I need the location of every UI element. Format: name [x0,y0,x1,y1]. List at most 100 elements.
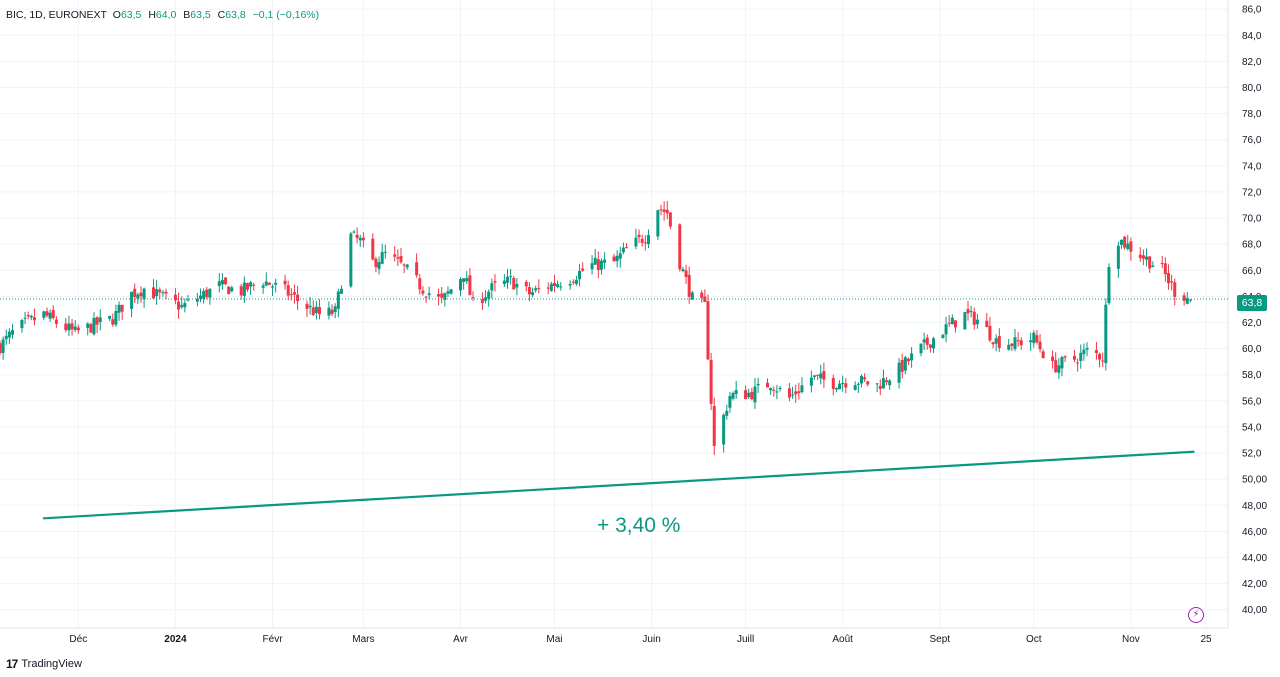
price-tick-label: 82,0 [1242,57,1262,68]
candle-body [355,234,359,238]
candle-body [700,292,704,298]
candle-body [459,279,462,291]
candle-body [418,278,422,290]
candle-body [393,254,397,257]
candle-body [574,279,578,284]
candle-body [161,292,165,294]
candle-body [465,278,469,282]
candle-body [712,406,716,446]
candle-body [910,353,914,361]
candle-body [173,294,177,301]
candle-body [424,296,428,298]
candle-body [552,282,556,287]
candle-body [646,235,650,245]
candle-body [659,209,663,211]
candle-body [1129,241,1133,252]
time-tick-label: Nov [1122,634,1140,645]
candle-body [863,377,867,380]
candle-body [358,237,362,241]
candle-body [114,310,118,325]
candle-body [86,323,90,328]
candle-body [753,386,757,403]
candle-body [634,237,638,247]
candle-body [462,278,466,282]
candle-body [985,320,989,328]
candle-body [1051,356,1055,361]
candle-body [292,292,296,295]
candle-body [888,380,892,386]
candle-body [988,325,992,341]
lightning-icon[interactable]: ⚡ [1188,607,1204,623]
trend-line [42,450,1195,520]
candle-body [224,277,228,285]
candle-body [421,290,425,294]
candle-body [180,304,184,308]
tradingview-brand[interactable]: 17 TradingView [6,657,82,671]
candle-body [1119,239,1123,245]
candle-body [1107,266,1111,304]
price-tick-label: 54,0 [1242,422,1262,433]
candle-body [95,317,99,325]
candle-body [305,303,309,309]
candle-body [1126,243,1130,249]
candle-body [493,281,497,283]
candle-body [656,210,660,237]
candle-body [152,287,155,299]
candle-body [1098,353,1102,360]
candle-body [202,291,206,299]
candle-body [130,291,134,309]
candle-body [515,283,519,288]
candle-body [1116,245,1120,269]
price-tick-label: 40,00 [1242,605,1267,616]
candle-body [853,385,857,390]
candle-body [89,324,93,333]
candle-body [239,286,243,296]
candle-body [509,276,513,278]
price-tick-label: 48,00 [1242,501,1267,512]
candle-body [502,280,506,285]
candle-body [405,264,409,268]
candle-body [800,385,804,393]
candle-body [747,392,751,397]
candle-body [111,319,115,325]
candle-body [136,294,140,299]
candle-body [471,297,475,299]
candle-body [45,311,49,316]
candle-body [838,383,842,390]
candle-body [195,298,199,302]
candle-body [443,293,447,300]
candle-body [794,391,798,395]
price-tick-label: 68,0 [1242,240,1262,251]
candle-body [885,380,889,383]
candle-body [1188,299,1192,301]
candle-body [1104,304,1108,364]
candle-body [1054,360,1058,372]
candle-body [615,255,619,262]
candle-body [1082,349,1086,354]
last-price-label: 63,8 [1237,295,1267,311]
candle-body [856,383,860,385]
candle-body [769,387,773,391]
candle-body [271,286,275,288]
price-tick-label: 62,0 [1242,318,1262,329]
candle-body [208,288,212,298]
legend-close-label: C [217,9,226,21]
candle-body [875,383,879,385]
candle-body [944,324,948,335]
candle-body [1,339,5,353]
candle-body [524,281,528,287]
candle-body [330,309,334,315]
tradingview-logo-icon: 17 [6,657,18,671]
candle-body [327,307,331,316]
candle-body [643,242,647,244]
price-tick-label: 84,0 [1242,31,1262,42]
candle-body [183,302,187,308]
candle-body [578,270,582,280]
candle-body [383,251,387,253]
time-tick-label: Août [832,634,853,645]
price-tick-label: 72,0 [1242,187,1262,198]
price-tick-label: 58,0 [1242,370,1262,381]
candle-body [1160,263,1164,265]
candle-body [966,309,970,314]
